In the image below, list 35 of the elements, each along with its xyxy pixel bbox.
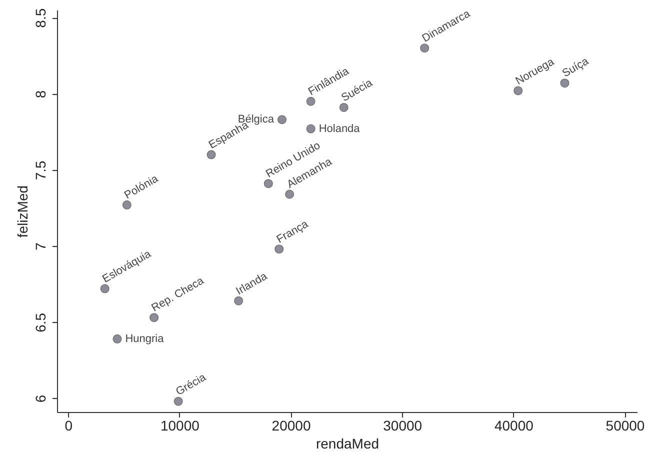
annotation: Bélgica — [238, 114, 275, 126]
point — [174, 396, 183, 406]
x-tick-label: 50000 — [606, 418, 645, 434]
point — [420, 44, 430, 53]
point — [339, 102, 348, 112]
y-tick-label: 7.5 — [32, 160, 48, 180]
x-tick-label: 40000 — [494, 418, 534, 434]
y-tick-label: 8 — [32, 90, 48, 98]
point — [306, 96, 316, 106]
y-tick-label: 6.5 — [32, 312, 48, 332]
point — [234, 296, 244, 306]
annotation: Hungria — [125, 332, 165, 345]
y-tick-label: 7 — [32, 242, 48, 250]
annotation: Suíça — [560, 54, 592, 80]
point — [206, 150, 216, 160]
point — [100, 284, 110, 294]
point — [278, 115, 286, 124]
point — [306, 124, 316, 134]
point — [560, 78, 570, 88]
point — [264, 179, 273, 188]
point — [274, 244, 284, 254]
y-tick-label: 8.5 — [32, 8, 48, 28]
y-axis-title: felizMed — [14, 185, 30, 238]
x-tick-label: 0 — [64, 418, 73, 434]
x-tick-label: 30000 — [383, 418, 422, 434]
x-tick-label: 20000 — [272, 418, 311, 434]
point — [514, 86, 523, 96]
point — [112, 334, 122, 344]
point — [285, 190, 294, 199]
annotation: Holanda — [318, 122, 361, 135]
point — [122, 200, 132, 210]
x-axis-title: rendaMed — [316, 436, 380, 452]
point — [150, 313, 159, 322]
x-tick-label: 10000 — [160, 418, 200, 434]
y-tick-label: 6 — [32, 394, 48, 403]
